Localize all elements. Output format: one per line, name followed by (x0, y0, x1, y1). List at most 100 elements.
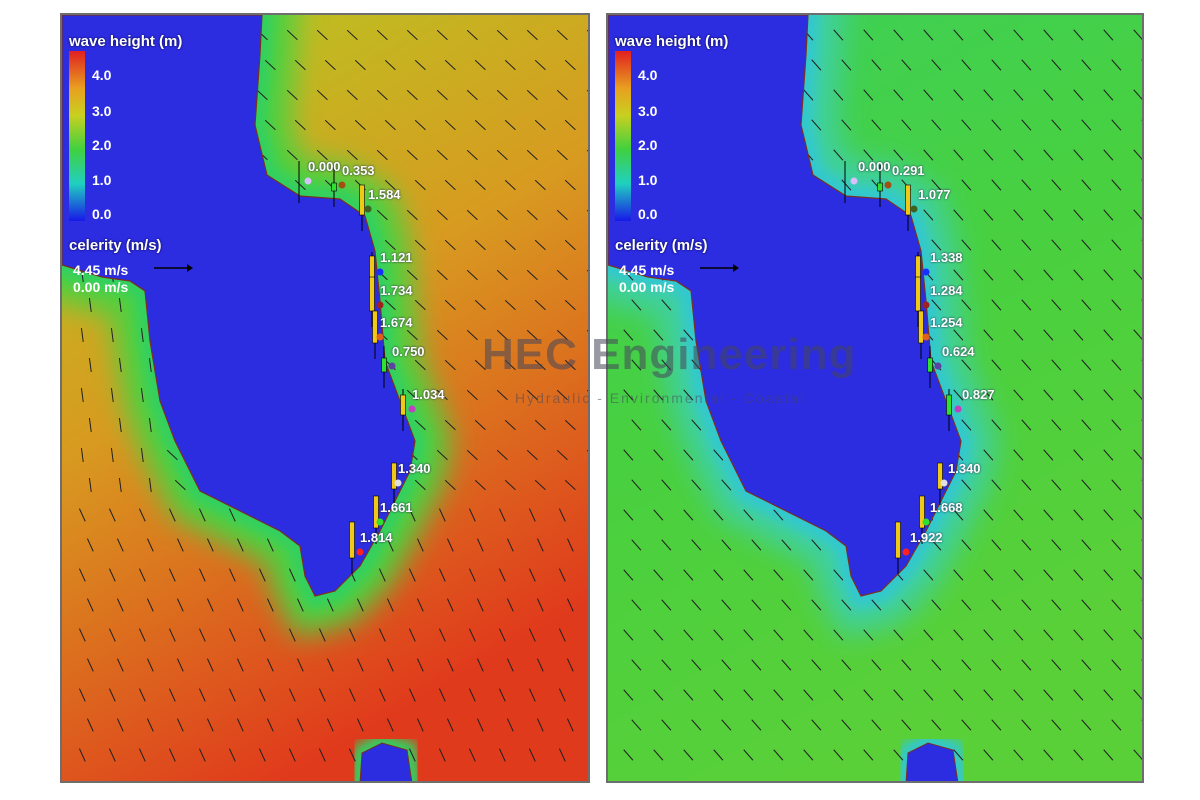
celerity-arrow (1073, 569, 1084, 581)
celerity-title: celerity (m/s) (615, 237, 708, 254)
celerity-arrow (683, 569, 694, 581)
celerity-arrow (631, 719, 642, 731)
celerity-arrow (1051, 719, 1062, 731)
celerity-arrow (991, 419, 1002, 431)
celerity-arrow (474, 479, 486, 491)
celerity-arrow (206, 718, 214, 732)
celerity-arrow (384, 239, 396, 251)
celerity-arrow (1043, 689, 1054, 701)
island-land (62, 15, 416, 597)
celerity-arrow (773, 749, 784, 761)
celerity-arrow (589, 629, 590, 642)
celerity-arrow (1103, 449, 1114, 461)
celerity-arrow (78, 748, 86, 762)
celerity-arrow (1133, 449, 1142, 460)
watermark-subtitle: Hydraulic - Environmental - Coastal (515, 390, 806, 406)
celerity-arrow (564, 179, 576, 191)
celerity-arrow (296, 598, 304, 612)
celerity-arrow (384, 299, 396, 311)
celerity-arrow (773, 629, 784, 641)
colorbar (69, 51, 85, 221)
celerity-arrow (176, 658, 184, 672)
celerity-arrow (1141, 359, 1142, 361)
celerity-arrow (691, 419, 702, 431)
celerity-arrow (743, 509, 754, 521)
celerity-arrow (871, 59, 882, 71)
celerity-arrow (556, 389, 568, 401)
station-value: 1.674 (380, 315, 413, 330)
celerity-arrow (1141, 239, 1142, 241)
celerity-arrow (534, 299, 546, 311)
celerity-arrow (266, 718, 274, 732)
celerity-arrow (683, 629, 694, 641)
celerity-arrow (466, 209, 478, 221)
celerity-arrow (931, 299, 942, 311)
celerity-arrow (1021, 119, 1032, 131)
celerity-arrow (931, 179, 942, 191)
celerity-arrow (1073, 29, 1084, 41)
celerity-arrow (408, 508, 416, 522)
celerity-arrow (841, 599, 852, 611)
celerity-arrow (264, 119, 276, 131)
celerity-arrow (148, 357, 152, 373)
celerity-arrow (931, 539, 942, 551)
celerity-arrow (140, 387, 144, 403)
celerity-arrow (556, 209, 568, 221)
celerity-arrow (623, 629, 634, 641)
celerity-arrow (871, 599, 882, 611)
celerity-arrow (1111, 119, 1122, 131)
station-value: 1.661 (380, 500, 413, 515)
celerity-arrow (1013, 629, 1024, 641)
celerity-arrow (438, 688, 446, 702)
celerity-arrow (781, 599, 792, 611)
celerity-arrow (1081, 599, 1092, 611)
celerity-arrow (110, 387, 114, 403)
station-value: 0.827 (962, 387, 995, 402)
celerity-arrow (1043, 329, 1054, 341)
celerity-arrow (1133, 209, 1142, 220)
celerity-arrow (923, 569, 934, 581)
celerity-arrow (713, 749, 724, 761)
celerity-arrow (1073, 329, 1084, 341)
celerity-arrow (528, 508, 536, 522)
celerity-arrow (466, 269, 478, 281)
wave-height-bar (946, 394, 952, 416)
celerity-arrow (1073, 89, 1084, 101)
celerity-arrow (198, 748, 206, 762)
celerity-arrow (138, 628, 146, 642)
celerity-arrow (526, 89, 538, 101)
station-marker (922, 333, 930, 341)
celerity-arrow (661, 299, 672, 311)
celerity-arrow (631, 659, 642, 671)
celerity-arrow (406, 89, 418, 101)
celerity-arrow (953, 89, 964, 101)
tick: 0.0 (92, 206, 112, 222)
celerity-arrow (110, 327, 114, 343)
station-marker (940, 479, 948, 487)
celerity-arrow (953, 149, 964, 161)
celerity-arrow (108, 748, 116, 762)
celerity-arrow (108, 628, 116, 642)
celerity-arrow (356, 598, 364, 612)
celerity-arrow (78, 568, 86, 582)
celerity-arrow (346, 29, 358, 41)
celerity-arrow (446, 598, 454, 612)
celerity-arrow (691, 659, 702, 671)
celerity-arrow (466, 149, 478, 161)
celerity-arrow (1103, 209, 1114, 221)
celerity-arrow (653, 449, 664, 461)
celerity-arrow (198, 508, 206, 522)
wave-height-bar (918, 310, 924, 344)
station-value: 1.668 (930, 500, 963, 515)
wave-map-right: wave height (m) 4.0 3.0 2.0 1.0 0.0 cele… (606, 13, 1144, 783)
celerity-arrow (691, 539, 702, 551)
celerity-arrow (1103, 509, 1114, 521)
celerity-arrow (923, 29, 934, 41)
celerity-arrow (953, 629, 964, 641)
celerity-arrow (416, 538, 424, 552)
station-marker (364, 205, 372, 213)
celerity-arrow (961, 59, 972, 71)
celerity-arrow (498, 748, 506, 762)
celerity-arrow (316, 149, 328, 161)
station-value: 1.077 (918, 187, 951, 202)
